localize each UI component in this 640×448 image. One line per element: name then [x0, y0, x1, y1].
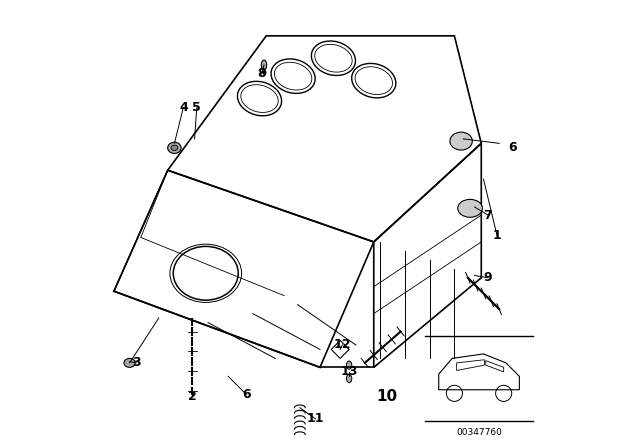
Text: 6: 6 [242, 388, 250, 401]
Ellipse shape [450, 132, 472, 150]
Text: 7: 7 [484, 208, 492, 222]
Text: 11: 11 [307, 412, 324, 426]
Ellipse shape [168, 142, 181, 153]
Ellipse shape [458, 199, 483, 217]
Text: 6: 6 [508, 141, 517, 155]
Ellipse shape [261, 60, 267, 70]
Text: 9: 9 [484, 271, 492, 284]
Text: 8: 8 [257, 67, 266, 81]
Ellipse shape [124, 358, 135, 367]
Ellipse shape [346, 375, 352, 383]
Text: 10: 10 [376, 389, 398, 404]
Text: 00347760: 00347760 [456, 428, 502, 437]
Text: 1: 1 [493, 228, 501, 242]
Text: 3: 3 [132, 356, 141, 370]
Text: 12: 12 [333, 338, 351, 352]
Ellipse shape [346, 361, 352, 369]
Text: 13: 13 [340, 365, 358, 379]
Text: 4: 4 [179, 101, 188, 114]
Text: 2: 2 [188, 390, 196, 403]
Text: 5: 5 [193, 101, 201, 114]
Ellipse shape [171, 145, 178, 151]
